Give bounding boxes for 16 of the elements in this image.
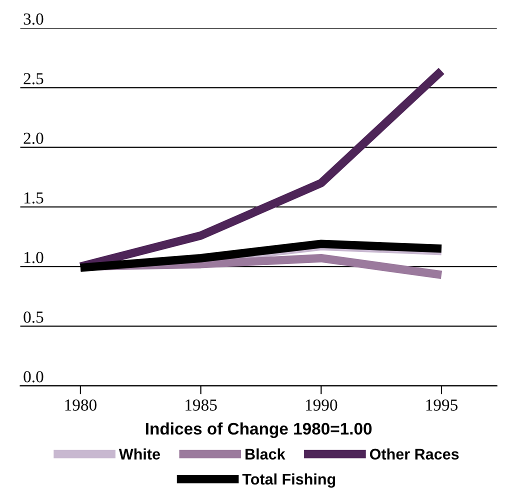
x-axis-title: Indices of Change 1980=1.00 (146, 422, 372, 438)
x-tick-label: 1995 (426, 399, 458, 411)
y-tick-label: 1.0 (24, 252, 44, 264)
y-tick-label: 2.0 (24, 132, 44, 144)
legend-label: Black (246, 448, 286, 460)
y-tick-label: 3.0 (24, 13, 44, 25)
x-tick-label: 1985 (186, 399, 217, 411)
y-tick-label: 2.5 (24, 73, 44, 84)
y-tick-label: 0.0 (24, 371, 44, 382)
y-tick-label: 0.5 (24, 312, 44, 323)
y-tick-label: 1.5 (24, 192, 44, 204)
x-tick-label: 1980 (65, 399, 96, 411)
legend-label: Other Races (370, 448, 459, 460)
legend-label: White (118, 448, 160, 460)
x-tick-label: 1990 (306, 399, 338, 411)
legend-label: Total Fishing (242, 473, 336, 488)
